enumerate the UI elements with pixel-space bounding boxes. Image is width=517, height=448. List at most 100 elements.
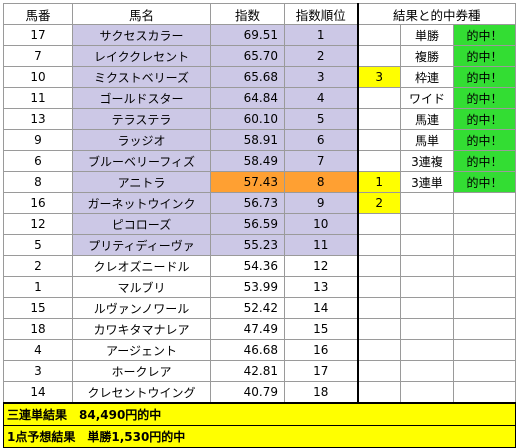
rank-cell: 13 [284,276,358,298]
table-row: 9 ラッジオ 58.91 6 馬単 的中！ [3,129,517,151]
horse-name-cell: レイククレセント [72,45,211,67]
rank-cell: 3 [284,66,358,88]
hit-cell [452,255,517,277]
result-mark-cell [356,276,401,298]
rank-cell: 7 [284,150,358,172]
result-mark-cell [356,108,401,130]
horse-number-cell: 7 [3,45,73,67]
horse-number-cell: 13 [3,108,73,130]
horse-number-cell: 2 [3,255,73,277]
horse-number-cell: 11 [3,87,73,109]
result-mark-cell [356,150,401,172]
hit-cell: 的中！ [452,171,517,193]
bet-type-cell: 枠連 [400,66,454,88]
horse-number-cell: 14 [3,381,73,404]
bet-type-cell [400,276,454,298]
rank-cell: 9 [284,192,358,214]
bet-type-cell: 馬単 [400,129,454,151]
single-pick-result-text: 1点予想結果 単勝1,530円的中 [2,425,517,448]
header-name: 馬名 [72,3,211,25]
bet-type-cell [400,318,454,340]
bet-type-cell [400,381,454,404]
index-cell: 40.79 [210,381,285,404]
table-row: 12 ピコローズ 56.59 10 [3,213,517,235]
index-cell: 53.99 [210,276,285,298]
index-cell: 57.43 [210,171,285,193]
header-number: 馬番 [3,3,73,25]
bet-type-cell [400,255,454,277]
horse-number-cell: 15 [3,297,73,319]
horse-number-cell: 3 [3,360,73,382]
index-cell: 65.68 [210,66,285,88]
index-cell: 65.70 [210,45,285,67]
index-cell: 60.10 [210,108,285,130]
rank-cell: 6 [284,129,358,151]
horse-number-cell: 10 [3,66,73,88]
index-cell: 54.36 [210,255,285,277]
hit-cell: 的中！ [452,150,517,172]
index-cell: 69.51 [210,24,285,46]
hit-cell [452,318,517,340]
rank-cell: 2 [284,45,358,67]
result-mark-cell [356,24,401,46]
bet-type-cell [400,213,454,235]
hit-cell [452,360,517,382]
horse-name-cell: ピコローズ [72,213,211,235]
table-row: 13 テラステラ 60.10 5 馬連 的中！ [3,108,517,130]
hit-cell: 的中！ [452,66,517,88]
bet-type-cell: ワイド [400,87,454,109]
bet-type-cell [400,192,454,214]
result-mark-cell [356,87,401,109]
table-row: 1 マルブリ 53.99 13 [3,276,517,298]
table-row: 14 クレセントウイング 40.79 18 [3,381,517,404]
table-row: 17 サクセスカラー 69.51 1 単勝 的中！ [3,24,517,46]
rank-cell: 1 [284,24,358,46]
result-mark-cell [356,381,401,404]
result-mark-cell [356,213,401,235]
hit-cell: 的中！ [452,87,517,109]
horse-number-cell: 6 [3,150,73,172]
bet-type-cell [400,339,454,361]
hit-cell: 的中！ [452,108,517,130]
table-row: 16 ガーネットウインク 56.73 9 2 [3,192,517,214]
horse-name-cell: ブルーベリーフィズ [72,150,211,172]
index-cell: 42.81 [210,360,285,382]
rank-cell: 4 [284,87,358,109]
horse-number-cell: 5 [3,234,73,256]
bet-type-cell: 馬連 [400,108,454,130]
result-mark-cell [356,129,401,151]
rank-cell: 11 [284,234,358,256]
index-cell: 55.23 [210,234,285,256]
horse-number-cell: 18 [3,318,73,340]
bet-type-cell [400,297,454,319]
footer-row-trifecta: 三連単結果 84,490円的中 [2,402,517,426]
rank-cell: 10 [284,213,358,235]
horse-number-cell: 17 [3,24,73,46]
horse-number-cell: 8 [3,171,73,193]
horse-name-cell: アージェント [72,339,211,361]
rank-cell: 8 [284,171,358,193]
horse-name-cell: マルブリ [72,276,211,298]
footer-row-single: 1点予想結果 単勝1,530円的中 [2,425,517,448]
result-mark-cell [356,360,401,382]
bet-type-cell: 3連単 [400,171,454,193]
hit-cell [452,213,517,235]
table-row: 15 ルヴァンノワール 52.42 14 [3,297,517,319]
horse-name-cell: カワキタマナレア [72,318,211,340]
table-row: 6 ブルーベリーフィズ 58.49 7 3連複 的中！ [3,150,517,172]
rank-cell: 18 [284,381,358,404]
table-row: 10 ミクストベリーズ 65.68 3 3 枠連 的中！ [3,66,517,88]
result-mark-cell [356,255,401,277]
table-row: 3 ホークレア 42.81 17 [3,360,517,382]
horse-name-cell: クレセントウイング [72,381,211,404]
hit-cell: 的中！ [452,129,517,151]
result-mark-cell [356,339,401,361]
result-mark-cell: 3 [356,66,401,88]
trifecta-result-text: 三連単結果 84,490円的中 [2,402,517,426]
hit-cell [452,276,517,298]
horse-name-cell: アニトラ [72,171,211,193]
horse-number-cell: 4 [3,339,73,361]
results-table: 馬番 馬名 指数 指数順位 結果と的中券種 17 サクセスカラー 69.51 1 単勝的… [2,3,517,448]
header-results: 結果と的中券種 [356,3,517,25]
rank-cell: 15 [284,318,358,340]
